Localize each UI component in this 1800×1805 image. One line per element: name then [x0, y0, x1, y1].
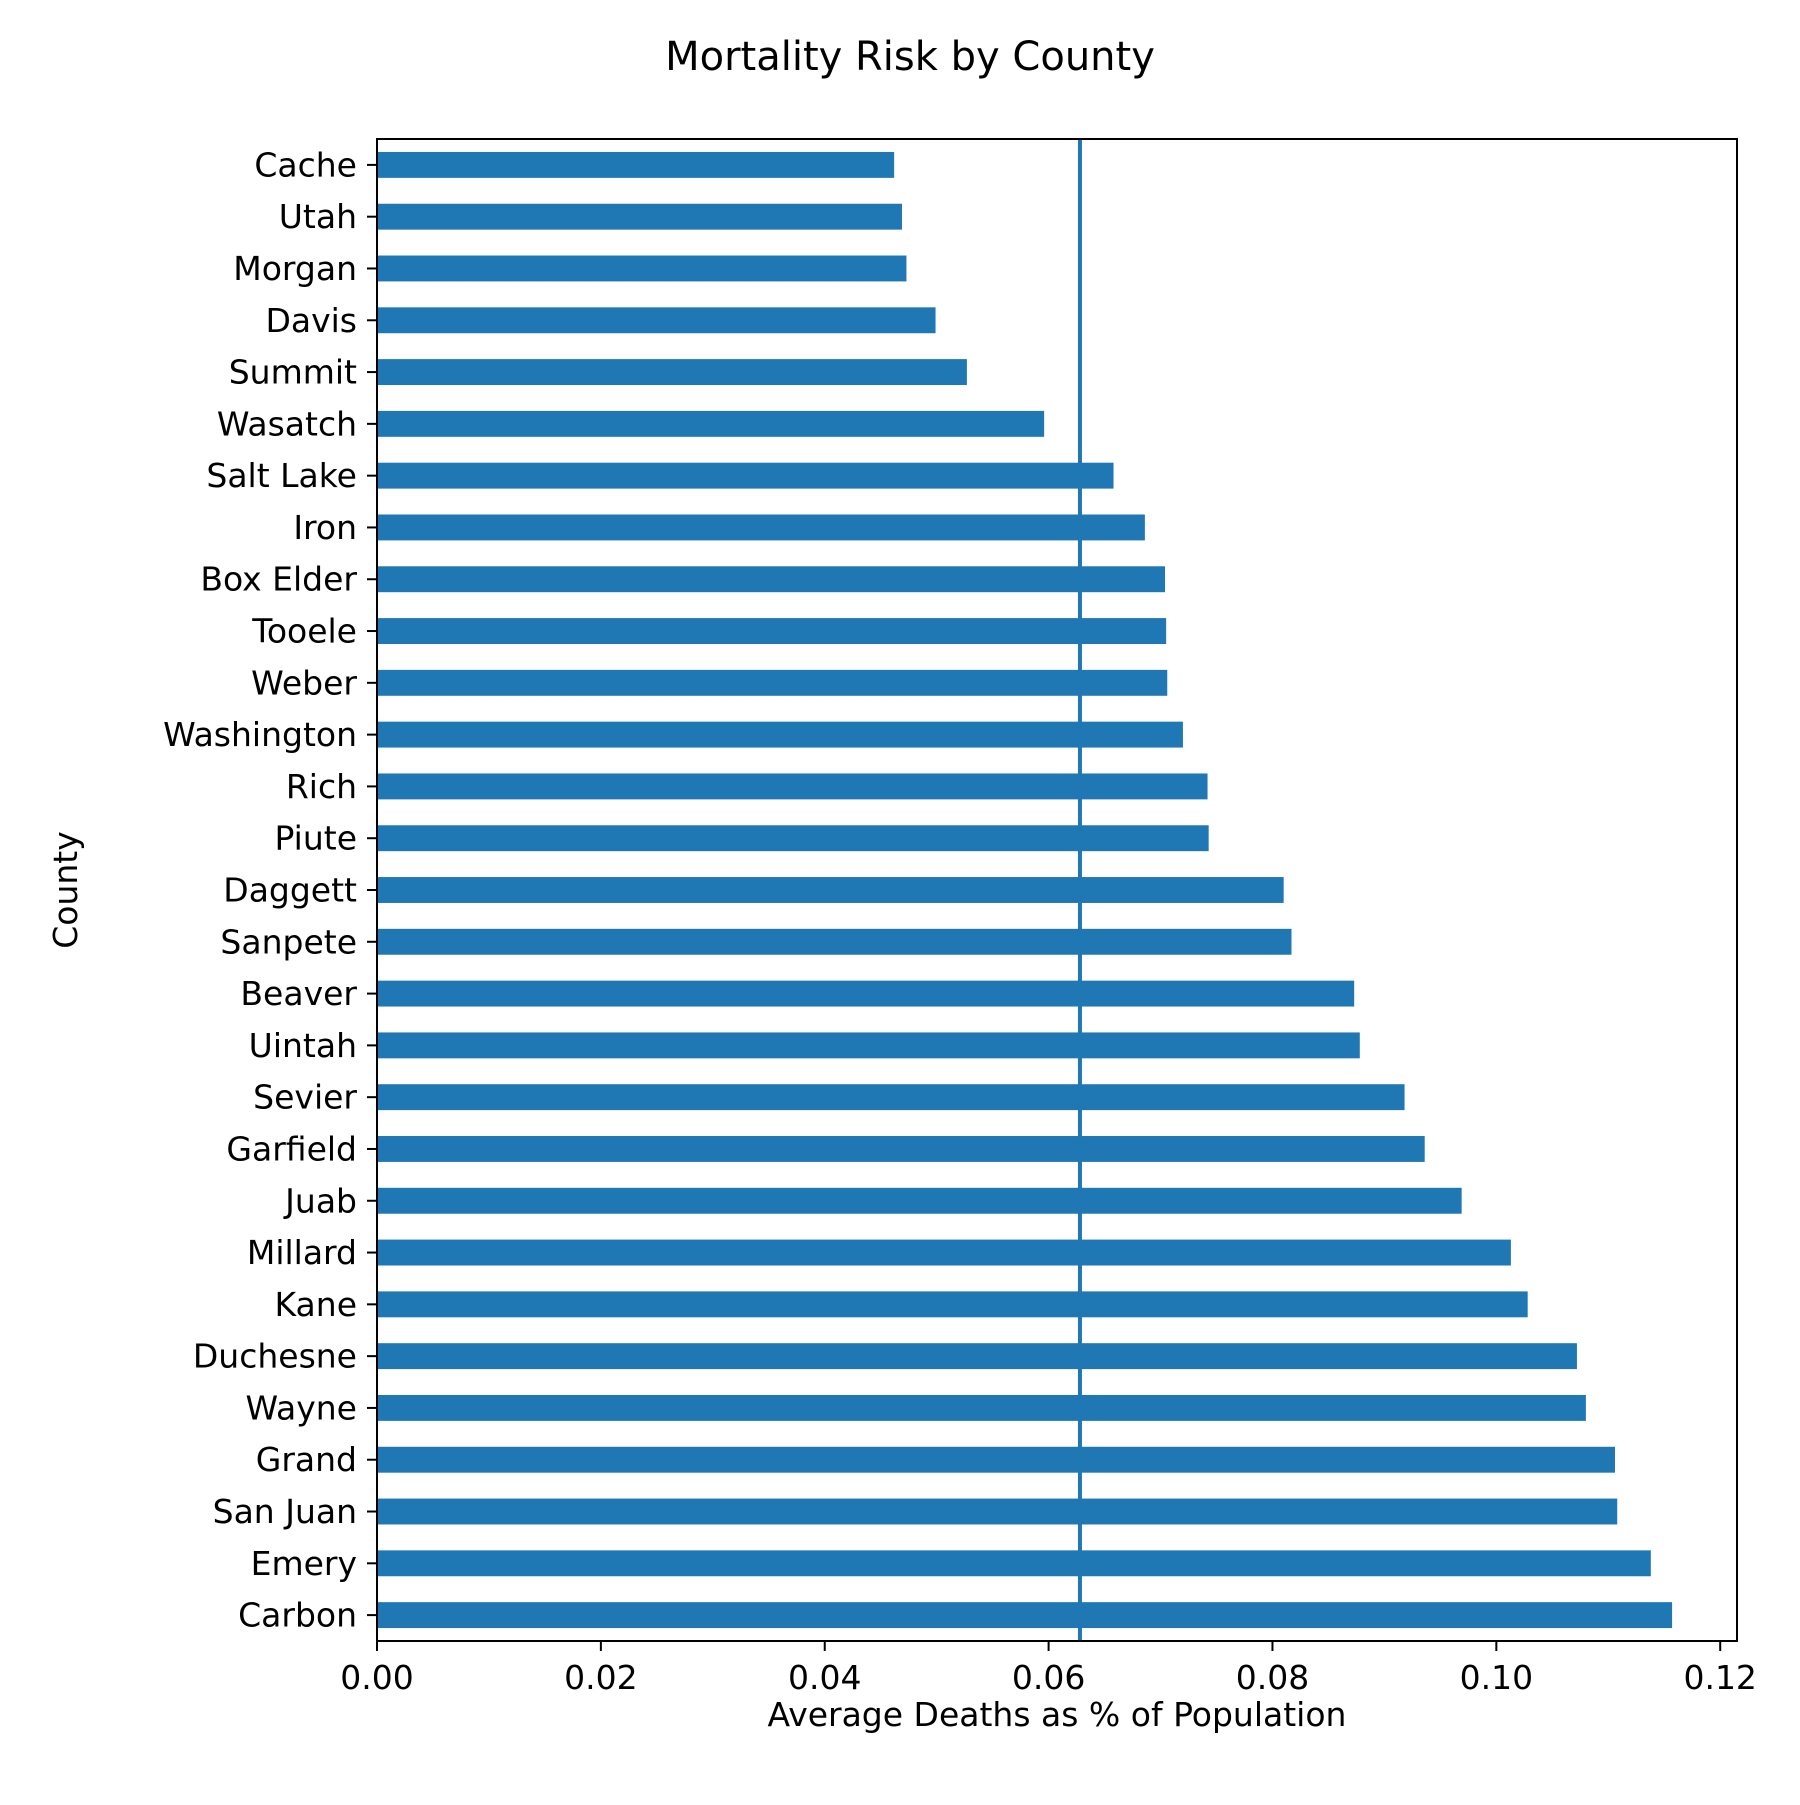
- y-tick-label: Wasatch: [217, 404, 357, 443]
- chart-title: Mortality Risk by County: [665, 34, 1155, 80]
- x-tick-label: 0.02: [564, 1658, 637, 1697]
- y-tick-label: Beaver: [240, 974, 357, 1013]
- x-tick-label: 0.12: [1683, 1658, 1756, 1697]
- y-tick-label: Salt Lake: [206, 456, 357, 495]
- bar-wayne: [377, 1394, 1586, 1421]
- y-tick-label: Garfield: [226, 1129, 357, 1168]
- bar-kane: [377, 1291, 1528, 1318]
- y-tick-label: Juab: [283, 1181, 357, 1220]
- bar-utah: [377, 203, 902, 230]
- y-tick-label: Box Elder: [200, 560, 357, 599]
- y-tick-label: Grand: [256, 1440, 357, 1479]
- x-tick-label: 0.04: [788, 1658, 861, 1697]
- bar-box-elder: [377, 566, 1166, 593]
- y-tick-label: San Juan: [213, 1492, 357, 1531]
- bar-davis: [377, 307, 936, 334]
- bar-beaver: [377, 980, 1355, 1007]
- y-tick-label: Piute: [275, 819, 358, 858]
- y-tick-label: Utah: [279, 197, 357, 236]
- y-axis-ticks: Cache Utah Morgan Davis Summit Wasatch Salt La…: [163, 145, 377, 1635]
- bar-sevier: [377, 1084, 1405, 1111]
- y-tick-label: Daggett: [223, 871, 357, 910]
- bar-tooele: [377, 618, 1167, 644]
- y-tick-label: Rich: [286, 767, 357, 806]
- bar-piute: [377, 825, 1209, 852]
- y-tick-label: Wayne: [246, 1388, 358, 1427]
- y-tick-label: Morgan: [233, 249, 357, 288]
- x-tick-label: 0.00: [340, 1658, 413, 1697]
- bar-juab: [377, 1187, 1462, 1214]
- x-tick-label: 0.10: [1460, 1658, 1533, 1697]
- bar-sanpete: [377, 928, 1292, 955]
- bar-summit: [377, 359, 967, 386]
- bar-cache: [377, 151, 895, 178]
- y-tick-label: Sevier: [253, 1078, 357, 1117]
- y-tick-label: Kane: [275, 1285, 358, 1324]
- y-tick-label: Weber: [251, 663, 357, 702]
- y-tick-label: Davis: [265, 301, 357, 340]
- bar-grand: [377, 1446, 1615, 1473]
- bar-garfield: [377, 1136, 1425, 1162]
- bar-uintah: [377, 1032, 1360, 1059]
- y-tick-label: Uintah: [249, 1026, 357, 1065]
- x-tick-label: 0.06: [1012, 1658, 1085, 1697]
- y-tick-label: Washington: [163, 715, 357, 754]
- bars-layer: [377, 151, 1673, 1629]
- y-tick-label: Summit: [229, 353, 357, 392]
- y-tick-label: Millard: [247, 1233, 357, 1272]
- bar-wasatch: [377, 410, 1045, 437]
- y-tick-label: Sanpete: [220, 922, 357, 961]
- bar-emery: [377, 1550, 1651, 1577]
- bar-iron: [377, 514, 1145, 541]
- bar-duchesne: [377, 1343, 1577, 1370]
- bar-millard: [377, 1239, 1511, 1266]
- x-axis-label: Average Deaths as % of Population: [768, 1695, 1347, 1734]
- bar-weber: [377, 669, 1168, 696]
- bar-rich: [377, 773, 1208, 800]
- bar-washington: [377, 721, 1183, 748]
- bar-morgan: [377, 255, 907, 282]
- bar-san-juan: [377, 1498, 1618, 1525]
- y-axis-label: County: [46, 831, 85, 949]
- bar-carbon: [377, 1602, 1673, 1629]
- y-tick-label: Cache: [254, 145, 357, 184]
- bar-salt-lake: [377, 462, 1114, 489]
- y-tick-label: Emery: [251, 1544, 357, 1583]
- y-tick-label: Iron: [293, 508, 357, 547]
- x-tick-label: 0.08: [1236, 1658, 1309, 1697]
- y-tick-label: Tooele: [251, 612, 357, 651]
- y-tick-label: Carbon: [238, 1596, 357, 1635]
- x-axis-ticks: 0.00 0.02 0.04 0.06 0.08 0.10 0.12: [340, 1641, 1757, 1697]
- bar-daggett: [377, 877, 1284, 903]
- y-tick-label: Duchesne: [193, 1337, 357, 1376]
